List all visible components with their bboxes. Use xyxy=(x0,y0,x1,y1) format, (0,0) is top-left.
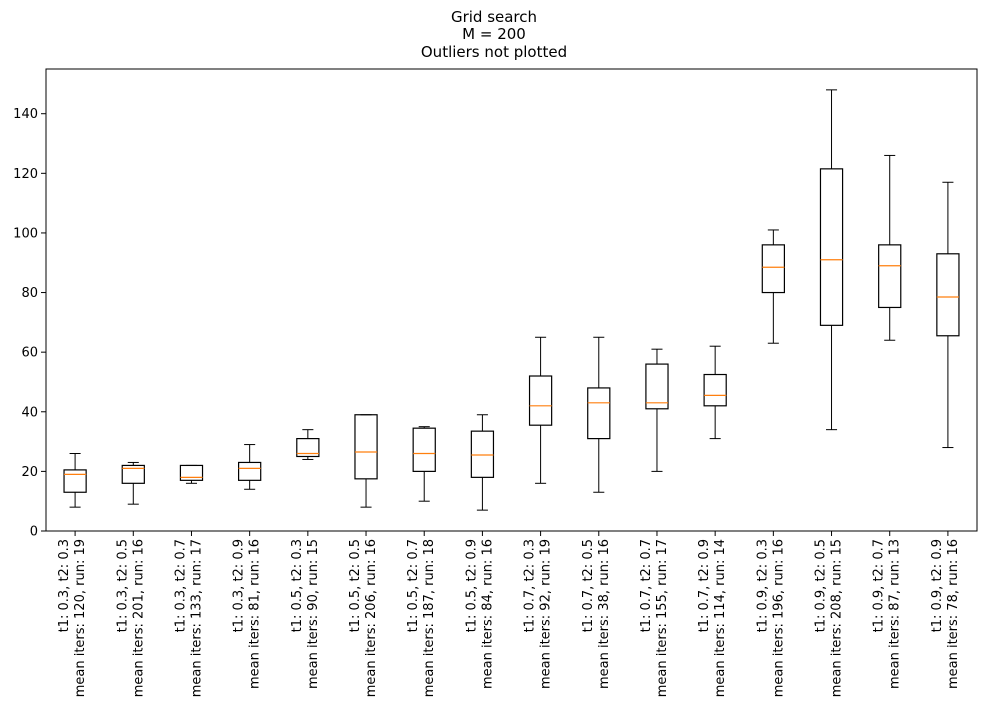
box xyxy=(296,438,320,458)
box xyxy=(412,427,436,472)
x-tick-label: mean iters: 38, run: 16 xyxy=(597,539,612,689)
box xyxy=(528,375,553,426)
x-tick-label: t1: 0.5, t2: 0.5 xyxy=(348,539,363,632)
x-tick-label: t1: 0.3, t2: 0.3 xyxy=(57,539,72,632)
chart-title-line-2: M = 200 xyxy=(462,25,526,43)
x-tick-label: t1: 0.7, t2: 0.3 xyxy=(523,539,538,632)
x-tick-label: mean iters: 120, run: 19 xyxy=(73,539,88,697)
box xyxy=(470,430,495,478)
x-tick-label: mean iters: 87, run: 13 xyxy=(888,539,903,689)
y-tick-label: 140 xyxy=(13,107,38,122)
x-tick-label: mean iters: 208, run: 15 xyxy=(830,539,845,697)
box xyxy=(761,244,785,294)
x-tick-label: t1: 0.5, t2: 0.3 xyxy=(290,539,305,632)
box xyxy=(63,469,87,493)
x-tick-label: t1: 0.5, t2: 0.9 xyxy=(464,539,479,632)
chart-title: Grid search M = 200 Outliers not plotted xyxy=(421,8,567,61)
box xyxy=(936,253,960,337)
x-tick-label: t1: 0.7, t2: 0.5 xyxy=(581,539,596,632)
x-tick-label: mean iters: 201, run: 16 xyxy=(131,539,146,697)
x-tick-label: t1: 0.7, t2: 0.9 xyxy=(697,539,712,632)
x-tick-label: t1: 0.9, t2: 0.7 xyxy=(872,539,887,632)
x-tick-label: mean iters: 90, run: 15 xyxy=(306,539,321,689)
y-tick-label: 120 xyxy=(13,167,38,182)
x-tick-label: mean iters: 196, run: 16 xyxy=(771,539,786,697)
y-tick-label: 60 xyxy=(21,346,38,361)
x-tick-label: mean iters: 92, run: 19 xyxy=(539,539,554,689)
box xyxy=(645,363,669,410)
box xyxy=(819,168,844,326)
x-tick-label: mean iters: 78, run: 16 xyxy=(946,539,961,689)
x-tick-label: t1: 0.3, t2: 0.5 xyxy=(115,539,130,632)
y-tick-label: 0 xyxy=(30,525,38,540)
x-tick-label: mean iters: 81, run: 16 xyxy=(248,539,263,689)
y-tick-label: 40 xyxy=(21,405,38,420)
x-tick-label: t1: 0.7, t2: 0.7 xyxy=(639,539,654,632)
y-tick-label: 80 xyxy=(21,286,38,301)
box xyxy=(238,461,262,481)
box xyxy=(179,464,204,481)
y-tick-label: 20 xyxy=(21,465,38,480)
chart-title-line-3: Outliers not plotted xyxy=(421,43,567,61)
box xyxy=(703,373,727,407)
box xyxy=(121,464,145,484)
x-tick-label: t1: 0.3, t2: 0.9 xyxy=(232,539,247,632)
x-tick-label: mean iters: 84, run: 16 xyxy=(480,539,495,689)
x-tick-label: mean iters: 133, run: 17 xyxy=(189,539,204,697)
x-tick-label: mean iters: 187, run: 18 xyxy=(422,539,437,697)
x-tick-label: t1: 0.9, t2: 0.9 xyxy=(930,539,945,632)
box xyxy=(878,244,902,309)
x-tick-label: mean iters: 206, run: 16 xyxy=(364,539,379,697)
x-tick-label: mean iters: 114, run: 14 xyxy=(713,539,728,697)
x-tick-label: t1: 0.5, t2: 0.7 xyxy=(406,539,421,632)
chart-title-line-1: Grid search xyxy=(451,8,537,26)
plot-frame xyxy=(45,68,978,532)
x-tick-label: t1: 0.9, t2: 0.5 xyxy=(814,539,829,632)
x-tick-label: t1: 0.3, t2: 0.7 xyxy=(173,539,188,632)
box xyxy=(354,414,378,480)
y-tick-label: 100 xyxy=(13,226,38,241)
x-tick-label: mean iters: 155, run: 17 xyxy=(655,539,670,697)
x-tick-label: t1: 0.9, t2: 0.3 xyxy=(755,539,770,632)
box xyxy=(587,387,611,440)
